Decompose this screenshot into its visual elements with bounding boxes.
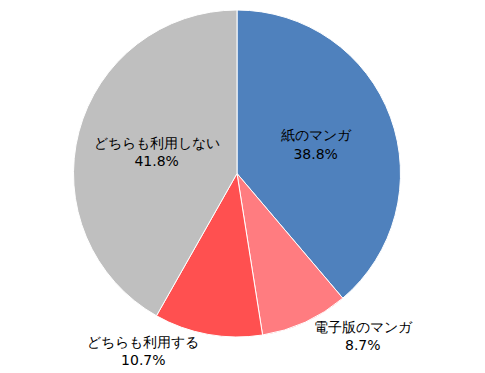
svg-text:紙のマンガ38.8%: 紙のマンガ38.8%	[281, 127, 352, 161]
svg-text:電子版のマンガ8.7%: 電子版のマンガ8.7%	[314, 319, 413, 353]
svg-text:どちらも利用する10.7%: どちらも利用する10.7%	[87, 334, 199, 368]
svg-text:どちらも利用しない41.8%: どちらも利用しない41.8%	[94, 135, 220, 169]
